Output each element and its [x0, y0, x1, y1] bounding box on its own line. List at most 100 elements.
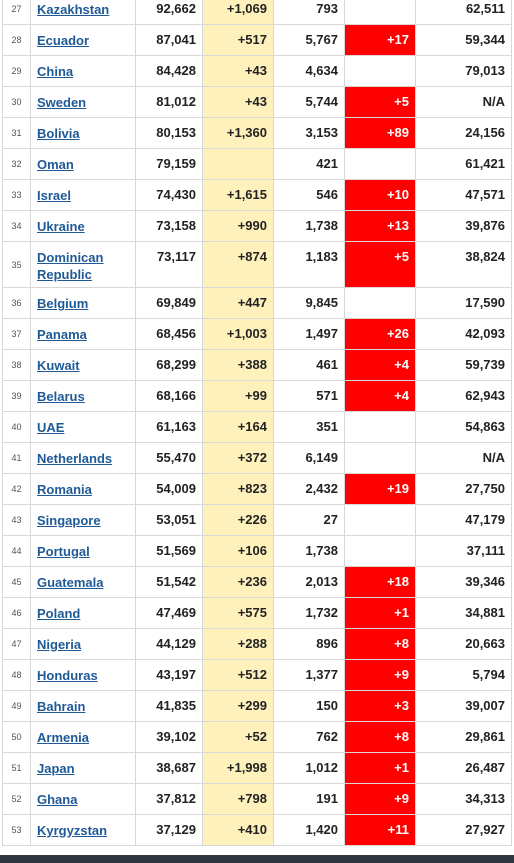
- total-recovered-cell: 47,179: [415, 504, 512, 536]
- total-cases-cell: 37,812: [135, 783, 203, 815]
- country-link[interactable]: Bolivia: [37, 126, 80, 141]
- country-cell: Singapore: [30, 504, 136, 536]
- new-deaths-cell: [344, 535, 416, 567]
- table-row: 44 Portugal 51,569 +106 1,738 37,111: [2, 535, 512, 567]
- country-link[interactable]: Poland: [37, 606, 81, 621]
- table-row: 53 Kyrgyzstan 37,129 +410 1,420 +11 27,927: [2, 814, 512, 846]
- new-cases-cell: +43: [202, 55, 274, 87]
- new-deaths-cell: [344, 0, 416, 25]
- total-cases-cell: 68,456: [135, 318, 203, 350]
- country-link[interactable]: Panama: [37, 327, 87, 342]
- country-link[interactable]: Kyrgyzstan: [37, 823, 108, 838]
- total-deaths-cell: 1,738: [273, 535, 345, 567]
- country-link[interactable]: Belgium: [37, 296, 89, 311]
- country-link[interactable]: Oman: [37, 157, 74, 172]
- total-cases-cell: 51,569: [135, 535, 203, 567]
- country-link[interactable]: Israel: [37, 188, 71, 203]
- total-cases-cell: 61,163: [135, 411, 203, 443]
- country-link[interactable]: Netherlands: [37, 451, 113, 466]
- row-index: 33: [2, 179, 31, 211]
- total-deaths-cell: 5,767: [273, 24, 345, 56]
- new-deaths-cell: +19: [344, 473, 416, 505]
- country-cell: Ghana: [30, 783, 136, 815]
- total-recovered-cell: 42,093: [415, 318, 512, 350]
- table-row: 42 Romania 54,009 +823 2,432 +19 27,750: [2, 473, 512, 505]
- total-recovered-cell: 39,346: [415, 566, 512, 598]
- country-link[interactable]: Portugal: [37, 544, 90, 559]
- country-link[interactable]: Romania: [37, 482, 92, 497]
- table-row: 39 Belarus 68,166 +99 571 +4 62,943: [2, 380, 512, 412]
- new-deaths-cell: [344, 504, 416, 536]
- total-deaths-cell: 150: [273, 690, 345, 722]
- total-cases-cell: 47,469: [135, 597, 203, 629]
- country-link[interactable]: Singapore: [37, 513, 101, 528]
- country-link[interactable]: Dominican Republic: [37, 250, 104, 282]
- total-cases-cell: 74,430: [135, 179, 203, 211]
- total-recovered-cell: N/A: [415, 442, 512, 474]
- new-deaths-cell: +5: [344, 241, 416, 288]
- new-cases-cell: +1,069: [202, 0, 274, 25]
- table-row: 48 Honduras 43,197 +512 1,377 +9 5,794: [2, 659, 512, 691]
- total-deaths-cell: 421: [273, 148, 345, 180]
- country-link[interactable]: Sweden: [37, 95, 87, 110]
- country-link[interactable]: Kuwait: [37, 358, 80, 373]
- new-deaths-cell: +1: [344, 597, 416, 629]
- total-recovered-cell: 27,927: [415, 814, 512, 846]
- new-cases-cell: +106: [202, 535, 274, 567]
- new-deaths-cell: +13: [344, 210, 416, 242]
- total-cases-cell: 81,012: [135, 86, 203, 118]
- table-row: 47 Nigeria 44,129 +288 896 +8 20,663: [2, 628, 512, 660]
- total-recovered-cell: 62,943: [415, 380, 512, 412]
- new-deaths-cell: [344, 287, 416, 319]
- total-deaths-cell: 896: [273, 628, 345, 660]
- new-deaths-cell: +8: [344, 628, 416, 660]
- row-index: 32: [2, 148, 31, 180]
- country-link[interactable]: Honduras: [37, 668, 98, 683]
- table-row: 31 Bolivia 80,153 +1,360 3,153 +89 24,156: [2, 117, 512, 149]
- new-cases-cell: +512: [202, 659, 274, 691]
- country-link[interactable]: Japan: [37, 761, 75, 776]
- country-link[interactable]: Armenia: [37, 730, 90, 745]
- table-row: 41 Netherlands 55,470 +372 6,149 N/A: [2, 442, 512, 474]
- new-deaths-cell: +1: [344, 752, 416, 784]
- total-deaths-cell: 546: [273, 179, 345, 211]
- country-cell: Honduras: [30, 659, 136, 691]
- country-link[interactable]: Ghana: [37, 792, 78, 807]
- country-link[interactable]: China: [37, 64, 74, 79]
- total-cases-cell: 39,102: [135, 721, 203, 753]
- total-recovered-cell: 26,487: [415, 752, 512, 784]
- total-cases-cell: 55,470: [135, 442, 203, 474]
- country-link[interactable]: Belarus: [37, 389, 85, 404]
- new-cases-cell: +52: [202, 721, 274, 753]
- country-link[interactable]: Guatemala: [37, 575, 104, 590]
- row-index: 46: [2, 597, 31, 629]
- total-recovered-cell: 39,876: [415, 210, 512, 242]
- new-cases-cell: +388: [202, 349, 274, 381]
- country-cell: Guatemala: [30, 566, 136, 598]
- new-deaths-cell: +3: [344, 690, 416, 722]
- country-cell: Japan: [30, 752, 136, 784]
- total-cases-cell: 79,159: [135, 148, 203, 180]
- total-deaths-cell: 2,432: [273, 473, 345, 505]
- row-index: 43: [2, 504, 31, 536]
- country-link[interactable]: Ukraine: [37, 219, 85, 234]
- country-link[interactable]: Ecuador: [37, 33, 90, 48]
- new-deaths-cell: +18: [344, 566, 416, 598]
- row-index: 53: [2, 814, 31, 846]
- country-link[interactable]: Bahrain: [37, 699, 86, 714]
- total-deaths-cell: 5,744: [273, 86, 345, 118]
- new-cases-cell: +874: [202, 241, 274, 288]
- country-cell: Netherlands: [30, 442, 136, 474]
- new-cases-cell: +410: [202, 814, 274, 846]
- country-link[interactable]: UAE: [37, 420, 65, 435]
- new-cases-cell: [202, 148, 274, 180]
- total-deaths-cell: 2,013: [273, 566, 345, 598]
- country-link[interactable]: Kazakhstan: [37, 2, 110, 17]
- country-cell: Israel: [30, 179, 136, 211]
- new-deaths-cell: +10: [344, 179, 416, 211]
- country-link[interactable]: Nigeria: [37, 637, 82, 652]
- total-cases-cell: 41,835: [135, 690, 203, 722]
- new-cases-cell: +299: [202, 690, 274, 722]
- total-recovered-cell: 59,344: [415, 24, 512, 56]
- total-deaths-cell: 3,153: [273, 117, 345, 149]
